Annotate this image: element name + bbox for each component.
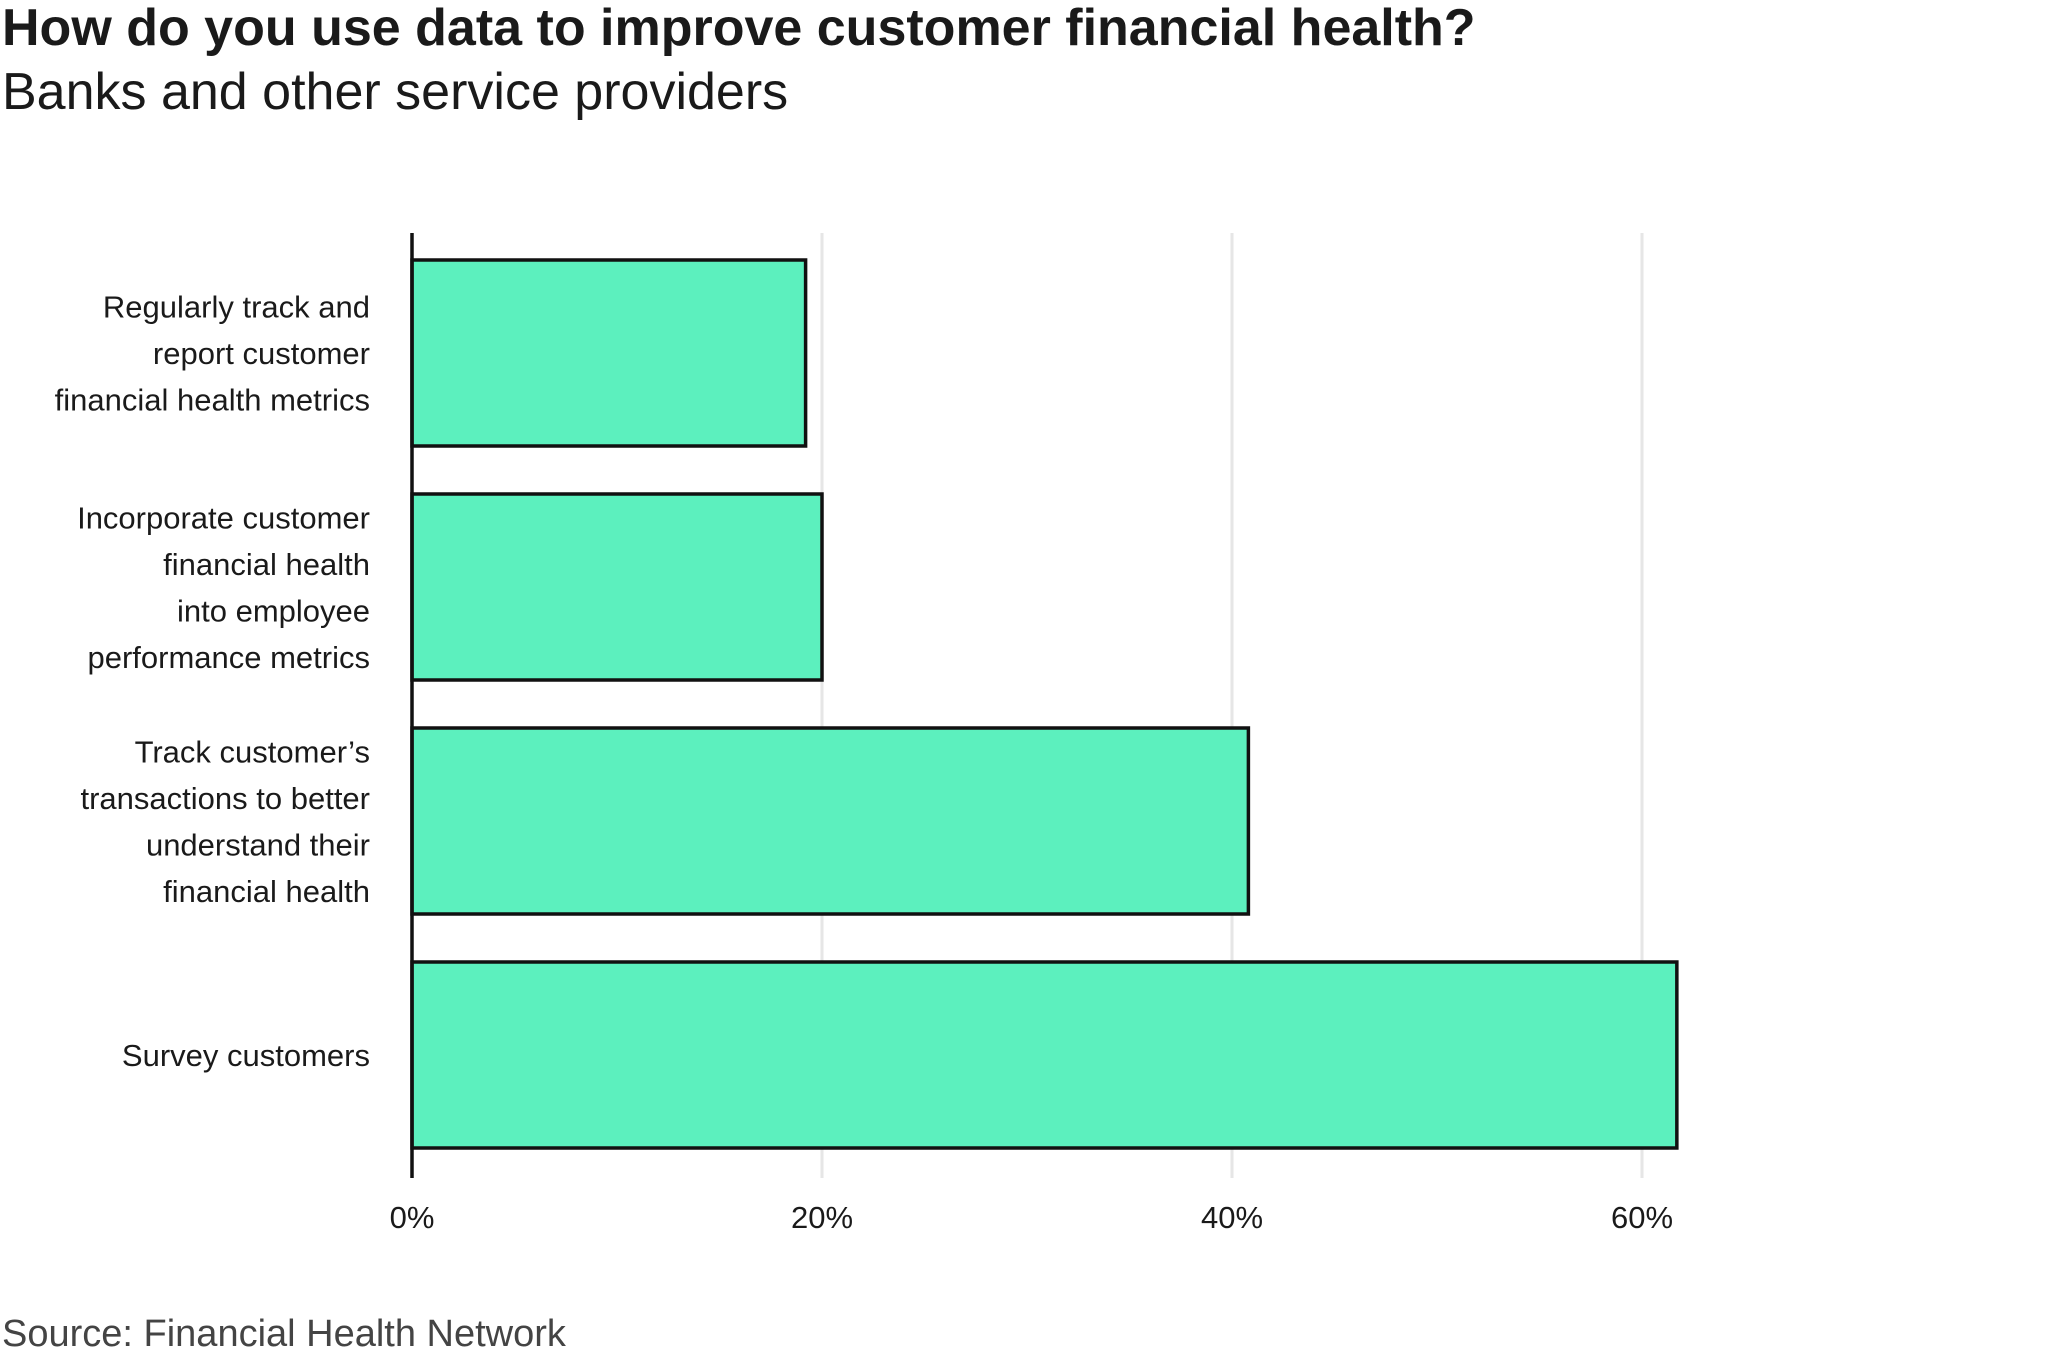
- category-label-4: Survey customers: [122, 1038, 370, 1073]
- category-label-line: financial health: [163, 547, 370, 582]
- category-label-line: into employee: [177, 593, 370, 628]
- bar-1: [410, 258, 808, 448]
- category-label-line: Incorporate customer: [77, 500, 370, 535]
- category-label-line: report customer: [153, 336, 370, 371]
- category-label-line: understand their: [146, 827, 370, 862]
- tick-labels: 0% 20% 40% 60%: [390, 1200, 1673, 1235]
- chart-subtitle: Banks and other service providers: [2, 63, 789, 121]
- category-label-1: Regularly track and report customer financ…: [55, 290, 370, 418]
- category-label-3: Track customer’s transactions to better un…: [81, 734, 371, 909]
- category-label-2: Incorporate customer financial health into…: [77, 500, 370, 675]
- category-labels: Regularly track and report customer financ…: [55, 290, 370, 1074]
- bar-4: [410, 960, 1679, 1150]
- category-label-line: financial health metrics: [55, 383, 370, 418]
- tick-label-20: 20%: [791, 1200, 853, 1235]
- bars: [410, 258, 1679, 1150]
- source-note: Source: Financial Health Network: [2, 1313, 566, 1355]
- tick-label-60: 60%: [1611, 1200, 1673, 1235]
- category-label-line: Survey customers: [122, 1038, 370, 1073]
- category-label-line: financial health: [163, 874, 370, 909]
- category-label-line: transactions to better: [81, 781, 371, 816]
- category-label-line: Track customer’s: [135, 734, 370, 769]
- bar-chart: Regularly track and report customer financ…: [55, 233, 1679, 1235]
- tick-label-40: 40%: [1201, 1200, 1263, 1235]
- bar-2: [410, 492, 824, 682]
- bar-3: [410, 726, 1251, 916]
- category-label-line: performance metrics: [87, 640, 370, 675]
- category-label-line: Regularly track and: [103, 290, 370, 325]
- tick-label-0: 0%: [390, 1200, 435, 1235]
- chart-title: How do you use data to improve customer …: [2, 0, 1476, 57]
